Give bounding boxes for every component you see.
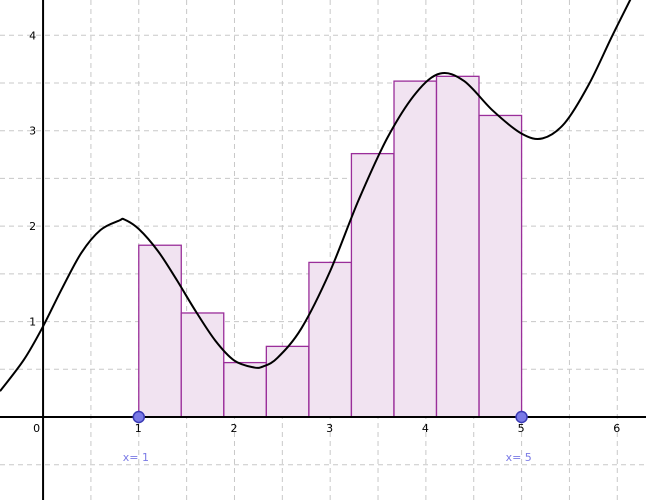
riemann-bar [350,152,395,418]
riemann-bar [180,312,225,418]
riemann-bar [138,244,182,418]
riemann-bar [478,114,523,418]
riemann-bars [138,75,523,418]
function-curve [0,0,632,392]
x-tick-label: 1 [135,422,142,435]
riemann-bar [435,75,480,418]
y-tick-label: 4 [29,29,36,42]
x-tick-label: 2 [230,422,237,435]
riemann-bar [223,361,267,418]
x-tick-label: 5 [518,422,525,435]
endpoint-label: x= 5 [506,451,532,464]
y-tick-label: 1 [29,316,36,329]
x-tick-label: 6 [613,422,620,435]
y-tick-label: 2 [29,220,36,233]
interval-endpoints[interactable]: x= 1 x= 5 [123,410,532,464]
endpoint-label: x= 1 [123,451,149,464]
y-tick-labels: 1 2 3 4 [29,29,36,328]
x-tick-label: 0 [33,422,40,435]
riemann-bar [393,80,438,418]
endpoint-handle[interactable] [515,410,528,424]
riemann-bar [308,261,353,418]
x-tick-labels: 0 1 2 3 4 5 6 [33,422,620,435]
endpoint-handle[interactable] [132,410,146,424]
y-tick-label: 3 [29,125,36,138]
x-tick-label: 3 [326,422,333,435]
riemann-bar [265,345,310,418]
x-tick-label: 4 [422,422,429,435]
